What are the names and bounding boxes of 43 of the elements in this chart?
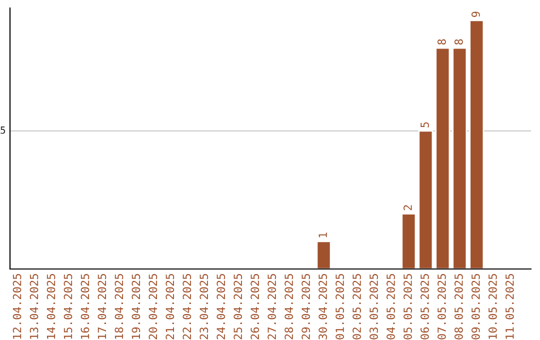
bar [316, 240, 332, 269]
data-label: 2 [404, 205, 412, 210]
x-tick-label: 24.04.2025 [216, 274, 226, 340]
x-tick-label: 12.04.2025 [12, 274, 22, 339]
x-tick-label: 23.04.2025 [200, 274, 208, 340]
data-label: 1 [318, 232, 327, 238]
x-tick-label: 22.04.2025 [182, 274, 192, 340]
x-tick-label: 10.05.2025 [488, 274, 497, 339]
x-tick-label: 29.04.2025 [302, 274, 310, 340]
x-tick-label: 13.04.2025 [30, 274, 38, 339]
data-label: 8 [438, 39, 446, 45]
x-tick-label: 05.05.2025 [404, 274, 412, 340]
x-tick-label: 07.05.2025 [438, 274, 446, 340]
data-label: 9 [471, 12, 480, 17]
x-tick-label: 26.04.2025 [250, 274, 260, 340]
x-tick-label: 01.05.2025 [336, 274, 344, 340]
bar [401, 213, 416, 269]
x-tick-label: 28.04.2025 [284, 274, 294, 340]
bar [418, 130, 434, 269]
x-tick-label: 11.05.2025 [505, 274, 514, 339]
x-tick-label: 02.05.2025 [352, 274, 361, 340]
x-tick-label: 09.05.2025 [471, 274, 480, 340]
x-tick-label: 14.04.2025 [46, 274, 56, 339]
x-tick-label: 16.04.2025 [80, 274, 90, 339]
x-tick-label: 27.04.2025 [268, 274, 276, 340]
x-tick-label: 20.04.2025 [148, 274, 158, 340]
data-label: 5 [420, 122, 429, 128]
x-tick-label: 08.05.2025 [454, 274, 463, 340]
bar [452, 47, 468, 269]
x-tick-label: 19.04.2025 [132, 274, 140, 339]
x-tick-label: 18.04.2025 [114, 274, 124, 339]
x-tick-label: 03.05.2025 [370, 274, 378, 340]
bar [469, 20, 484, 269]
x-tick-label: 06.05.2025 [420, 274, 429, 340]
x-tick-label: 30.04.2025 [318, 274, 328, 340]
x-tick-label: 04.05.2025 [386, 274, 395, 340]
x-tick-label: 17.04.2025 [98, 274, 106, 339]
x-tick-label: 15.04.2025 [64, 274, 72, 339]
bar [435, 47, 450, 269]
data-label: 8 [454, 39, 463, 45]
ref-line-label: 5 [0, 126, 6, 134]
x-tick-label: 25.04.2025 [234, 274, 242, 340]
x-tick-label: 21.04.2025 [166, 274, 174, 340]
